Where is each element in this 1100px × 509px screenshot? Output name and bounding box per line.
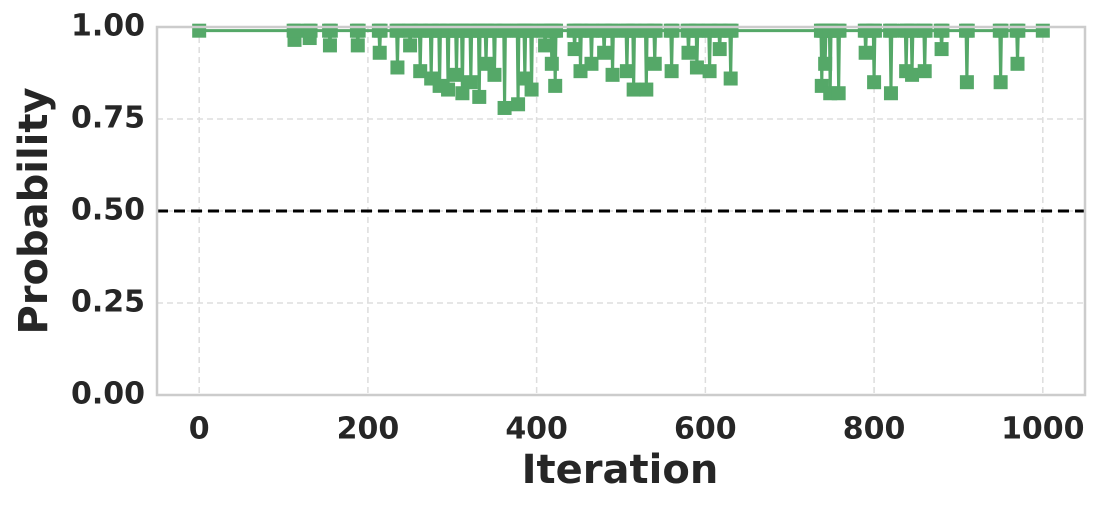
data-marker	[544, 56, 559, 71]
data-marker	[449, 67, 464, 82]
y-axis-label: Probability	[11, 87, 57, 334]
data-marker	[538, 38, 553, 53]
data-marker	[1010, 56, 1025, 71]
data-marker	[403, 38, 418, 53]
plot-frame	[155, 25, 1087, 397]
x-tick-label: 600	[674, 412, 737, 447]
data-marker	[664, 64, 679, 79]
data-marker	[350, 38, 365, 53]
data-marker	[497, 100, 512, 115]
data-marker	[626, 82, 641, 97]
data-marker	[511, 97, 526, 112]
data-marker	[472, 89, 487, 104]
data-marker	[372, 45, 387, 60]
data-marker	[723, 71, 738, 86]
data-marker	[619, 64, 634, 79]
data-marker	[905, 67, 920, 82]
data-marker	[831, 86, 846, 101]
data-marker	[548, 78, 563, 93]
data-marker	[322, 38, 337, 53]
data-marker	[858, 45, 873, 60]
y-tick-label: 0.75	[71, 101, 145, 136]
data-marker	[567, 42, 582, 57]
y-tick-label: 0.00	[71, 377, 145, 412]
data-marker	[681, 45, 696, 60]
x-tick-label: 200	[337, 412, 400, 447]
data-marker	[584, 56, 599, 71]
data-marker	[934, 42, 949, 57]
data-marker	[702, 64, 717, 79]
y-tick-label: 0.50	[71, 193, 145, 228]
data-marker	[689, 60, 704, 75]
data-marker	[917, 64, 932, 79]
data-marker	[441, 82, 456, 97]
x-tick-label: 0	[189, 412, 210, 447]
data-marker	[479, 56, 494, 71]
data-marker	[573, 64, 588, 79]
data-marker	[390, 60, 405, 75]
data-marker	[413, 64, 428, 79]
data-marker	[959, 75, 974, 90]
data-marker	[818, 56, 833, 71]
x-tick-label: 1000	[1001, 412, 1085, 447]
data-marker	[463, 75, 478, 90]
x-tick-label: 400	[505, 412, 568, 447]
data-marker	[993, 75, 1008, 90]
data-marker	[883, 86, 898, 101]
x-tick-label: 800	[843, 412, 906, 447]
data-marker	[605, 67, 620, 82]
x-axis-label: Iteration	[522, 447, 719, 493]
y-tick-label: 0.25	[71, 285, 145, 320]
data-marker	[455, 86, 470, 101]
data-marker	[517, 71, 532, 86]
y-tick-label: 1.00	[71, 9, 145, 44]
data-marker	[712, 42, 727, 57]
data-marker	[597, 45, 612, 60]
data-marker	[487, 67, 502, 82]
data-marker	[524, 82, 539, 97]
data-marker	[867, 75, 882, 90]
data-marker	[647, 56, 662, 71]
data-marker	[639, 82, 654, 97]
